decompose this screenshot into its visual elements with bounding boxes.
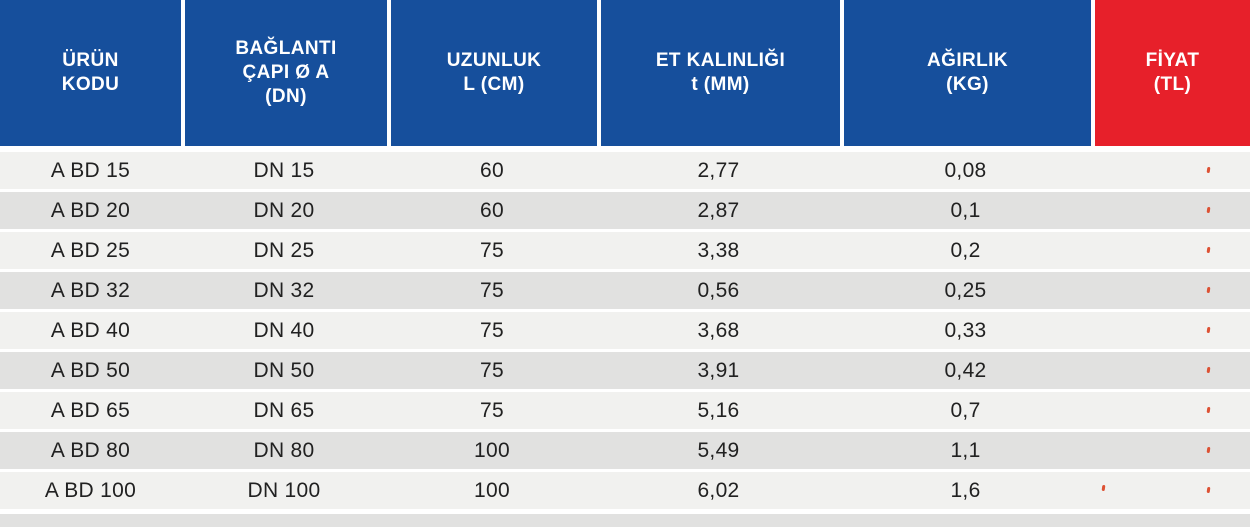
thickness-cell: 2,87 <box>697 199 740 222</box>
length-cell: 75 <box>480 359 504 382</box>
length-cell: 75 <box>480 399 504 422</box>
price-redaction-mark <box>1206 166 1211 174</box>
price-redaction-mark <box>1206 286 1211 294</box>
header-label-length: UZUNLUK L (CM) <box>446 50 542 95</box>
price-cell <box>1091 152 1250 189</box>
header-price: FİYAT (TL) <box>1091 0 1250 146</box>
header-label-connection-diameter: BAĞLANTI ÇAPI Ø A (DN) <box>235 38 337 107</box>
price-cell <box>1091 472 1250 509</box>
length-cell: 60 <box>480 159 504 182</box>
length-cell: 60 <box>480 199 504 222</box>
weight-cell: 0,7 <box>950 399 981 422</box>
price-cell <box>1091 392 1250 429</box>
thickness-cell: 2,77 <box>697 159 740 182</box>
price-redaction-mark <box>1206 446 1211 454</box>
weight-cell: 0,25 <box>944 279 987 302</box>
table-row: A BD 65 DN 65 75 5,16 0,7 <box>0 392 1250 432</box>
length-cell: 100 <box>474 479 510 502</box>
product-code-cell: A BD 80 <box>50 439 131 462</box>
thickness-cell: 6,02 <box>697 479 740 502</box>
product-code-cell: A BD 20 <box>50 199 131 222</box>
length-cell: 75 <box>480 239 504 262</box>
header-wall-thickness: ET KALINLIĞI t (MM) <box>597 0 840 146</box>
dn-cell: DN 100 <box>247 479 321 502</box>
table-header: ÜRÜN KODU BAĞLANTI ÇAPI Ø A (DN) UZUNLUK… <box>0 0 1250 146</box>
length-cell: 75 <box>480 319 504 342</box>
header-length: UZUNLUK L (CM) <box>387 0 597 146</box>
dn-cell: DN 15 <box>253 159 315 182</box>
thickness-cell: 5,16 <box>697 399 740 422</box>
header-product-code: ÜRÜN KODU <box>0 0 181 146</box>
dn-cell: DN 32 <box>253 279 315 302</box>
price-redaction-mark <box>1206 246 1211 254</box>
price-cell <box>1091 312 1250 349</box>
table-body: A BD 15 DN 15 60 2,77 0,08 A BD 20 DN 20… <box>0 152 1250 512</box>
weight-cell: 1,1 <box>950 439 981 462</box>
price-cell <box>1091 352 1250 389</box>
product-code-cell: A BD 65 <box>50 399 131 422</box>
table-row: A BD 50 DN 50 75 3,91 0,42 <box>0 352 1250 392</box>
price-cell <box>1091 272 1250 309</box>
product-code-cell: A BD 15 <box>50 159 131 182</box>
product-code-cell: A BD 50 <box>50 359 131 382</box>
thickness-cell: 5,49 <box>697 439 740 462</box>
dn-cell: DN 80 <box>253 439 315 462</box>
thickness-cell: 0,56 <box>697 279 740 302</box>
price-redaction-mark <box>1206 366 1211 374</box>
table-row: A BD 25 DN 25 75 3,38 0,2 <box>0 232 1250 272</box>
price-cell <box>1091 232 1250 269</box>
price-redaction-mark <box>1206 206 1211 214</box>
partial-next-row-strip <box>0 514 1250 527</box>
price-redaction-mark <box>1101 484 1106 492</box>
thickness-cell: 3,91 <box>697 359 740 382</box>
table-row: A BD 80 DN 80 100 5,49 1,1 <box>0 432 1250 472</box>
weight-cell: 0,2 <box>950 239 981 262</box>
header-label-wall-thickness: ET KALINLIĞI t (MM) <box>655 50 786 95</box>
header-weight: AĞIRLIK (KG) <box>840 0 1091 146</box>
dn-cell: DN 25 <box>253 239 315 262</box>
table-row: A BD 15 DN 15 60 2,77 0,08 <box>0 152 1250 192</box>
thickness-cell: 3,68 <box>697 319 740 342</box>
dn-cell: DN 50 <box>253 359 315 382</box>
weight-cell: 0,33 <box>944 319 987 342</box>
dn-cell: DN 20 <box>253 199 315 222</box>
product-code-cell: A BD 32 <box>50 279 131 302</box>
header-label-weight: AĞIRLIK (KG) <box>927 50 1008 95</box>
dn-cell: DN 65 <box>253 399 315 422</box>
weight-cell: 1,6 <box>950 479 981 502</box>
price-redaction-mark <box>1206 406 1211 414</box>
header-label-price: FİYAT (TL) <box>1145 50 1200 95</box>
table-row: A BD 100 DN 100 100 6,02 1,6 <box>0 472 1250 512</box>
header-connection-diameter: BAĞLANTI ÇAPI Ø A (DN) <box>181 0 387 146</box>
product-code-cell: A BD 40 <box>50 319 131 342</box>
price-redaction-mark <box>1206 486 1211 494</box>
length-cell: 75 <box>480 279 504 302</box>
length-cell: 100 <box>474 439 510 462</box>
product-code-cell: A BD 100 <box>44 479 137 502</box>
weight-cell: 0,08 <box>944 159 987 182</box>
thickness-cell: 3,38 <box>697 239 740 262</box>
product-code-cell: A BD 25 <box>50 239 131 262</box>
header-label-product-code: ÜRÜN KODU <box>61 50 120 95</box>
table-row: A BD 40 DN 40 75 3,68 0,33 <box>0 312 1250 352</box>
weight-cell: 0,1 <box>950 199 981 222</box>
table-row: A BD 20 DN 20 60 2,87 0,1 <box>0 192 1250 232</box>
table-row: A BD 32 DN 32 75 0,56 0,25 <box>0 272 1250 312</box>
weight-cell: 0,42 <box>944 359 987 382</box>
price-cell <box>1091 432 1250 469</box>
price-cell <box>1091 192 1250 229</box>
dn-cell: DN 40 <box>253 319 315 342</box>
price-redaction-mark <box>1206 326 1211 334</box>
